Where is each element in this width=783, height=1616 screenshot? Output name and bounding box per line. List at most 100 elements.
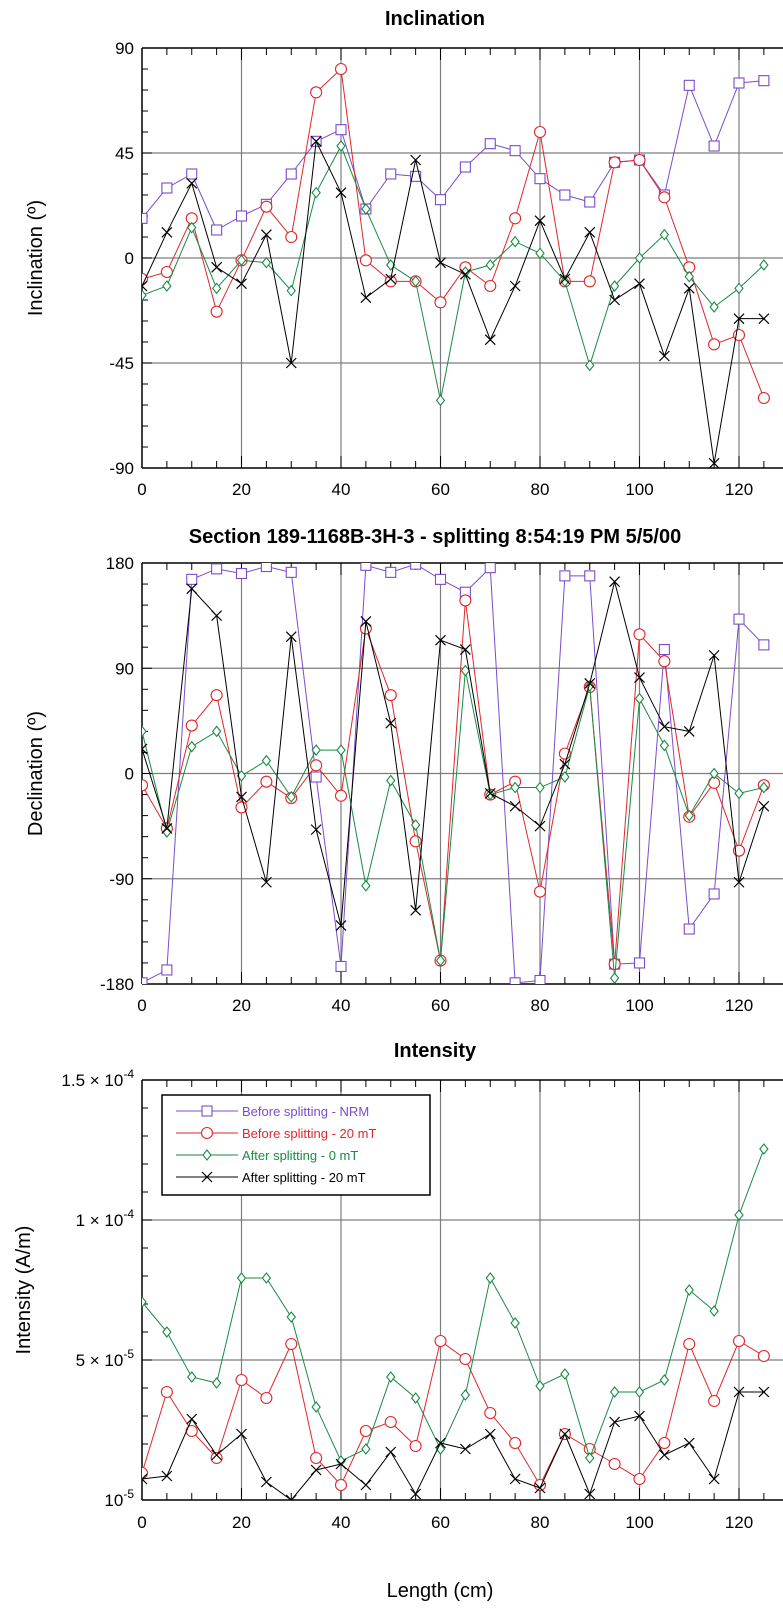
data-point	[733, 313, 745, 325]
series-diamond	[142, 1143, 769, 1467]
data-point	[142, 1296, 147, 1308]
data-point	[634, 252, 645, 264]
data-point	[162, 280, 172, 292]
series-line	[142, 1148, 765, 1462]
data-point	[285, 1337, 298, 1351]
data-point	[484, 1428, 496, 1440]
data-point	[758, 75, 770, 87]
legend-label: After splitting - 0 mT	[242, 1148, 358, 1163]
series-circle	[142, 594, 770, 971]
data-point	[310, 824, 322, 836]
data-point	[434, 296, 447, 309]
x-tick-label: 0	[137, 1513, 146, 1532]
data-point	[584, 196, 596, 208]
data-point	[485, 259, 495, 271]
x-tick-label: 120	[725, 1513, 753, 1532]
data-point	[360, 616, 372, 627]
data-point	[558, 747, 571, 760]
data-point	[235, 567, 248, 580]
series-diamond	[142, 664, 769, 984]
data-point	[186, 168, 198, 180]
data-point	[187, 1371, 197, 1383]
x-tick-label: 0	[137, 480, 146, 499]
data-point	[584, 678, 596, 689]
x-axis-label: Length (cm)	[387, 1580, 494, 1602]
data-point	[310, 771, 322, 783]
data-point	[210, 1451, 223, 1465]
data-point	[658, 350, 670, 362]
data-point	[535, 247, 545, 260]
y-tick-label: -45	[109, 354, 134, 373]
data-point	[211, 563, 223, 575]
data-point	[385, 717, 397, 729]
data-point	[142, 289, 147, 302]
data-point	[560, 771, 570, 783]
data-point	[609, 280, 620, 292]
data-point	[757, 1349, 770, 1363]
data-point	[683, 725, 695, 737]
data-point	[385, 566, 397, 578]
data-point	[186, 583, 198, 595]
data-point	[236, 1428, 247, 1440]
data-point	[759, 259, 769, 271]
data-point	[335, 960, 347, 973]
data-point	[759, 781, 769, 794]
data-point	[460, 1389, 471, 1401]
data-point	[235, 210, 248, 222]
data-point	[484, 334, 496, 346]
data-point	[658, 1449, 670, 1461]
x-tick-label: 40	[332, 1513, 351, 1532]
y-tick-label: 0	[125, 249, 134, 268]
data-point	[758, 800, 770, 812]
data-point	[608, 958, 621, 971]
data-point	[361, 1443, 371, 1455]
y-tick-label: -90	[109, 459, 134, 478]
data-point	[510, 1317, 520, 1329]
data-point	[510, 781, 520, 794]
data-point	[733, 613, 745, 625]
data-point	[260, 1391, 273, 1405]
plot-area	[142, 563, 770, 984]
data-point	[384, 275, 397, 288]
y-axis-label: Declination (º)	[25, 711, 47, 836]
y-axis-label: Inclination (º)	[25, 200, 47, 316]
data-point	[585, 1452, 595, 1464]
data-point	[684, 270, 694, 283]
data-point	[709, 1305, 719, 1317]
data-point	[534, 974, 546, 984]
data-point	[559, 273, 571, 285]
data-point	[708, 1473, 720, 1485]
data-point	[410, 170, 422, 182]
legend-marker	[200, 1126, 214, 1140]
data-point	[359, 254, 372, 267]
data-point	[509, 1473, 521, 1485]
data-point	[142, 779, 149, 792]
data-point	[484, 563, 496, 574]
series-x	[142, 1386, 770, 1500]
data-point	[509, 280, 521, 292]
y-tick-label: 1.5 × 10-4	[61, 1067, 134, 1090]
data-point	[334, 1478, 348, 1492]
data-point	[585, 359, 595, 372]
data-point	[460, 664, 471, 677]
data-point	[583, 275, 596, 288]
data-point	[162, 1326, 172, 1338]
series-circle	[142, 62, 770, 405]
data-point	[410, 819, 421, 831]
data-point	[658, 721, 670, 733]
data-point	[187, 740, 197, 753]
data-point	[709, 767, 719, 780]
data-point	[410, 275, 421, 288]
data-point	[758, 639, 770, 651]
data-point	[709, 301, 719, 313]
legend-entry: After splitting - 20 mT	[176, 1170, 366, 1185]
data-point	[335, 124, 347, 136]
data-point	[658, 643, 670, 656]
data-point	[559, 570, 571, 582]
data-point	[609, 972, 620, 984]
data-point	[658, 1436, 671, 1450]
data-point	[285, 566, 297, 578]
x-tick-label: 20	[232, 480, 251, 499]
data-point	[659, 228, 670, 241]
data-point	[311, 186, 321, 199]
